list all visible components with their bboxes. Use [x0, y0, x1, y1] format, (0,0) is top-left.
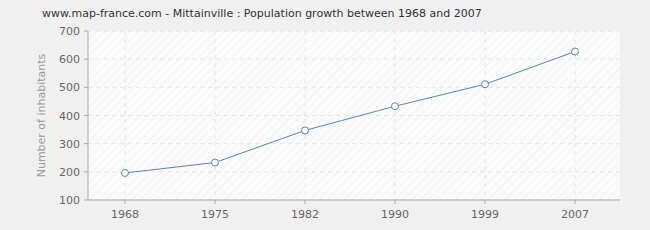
x-tick-label: 1999	[471, 208, 499, 221]
tick	[84, 87, 88, 88]
grid-line	[88, 171, 620, 172]
x-tick-label: 2007	[561, 208, 589, 221]
tick	[84, 200, 88, 201]
marker	[482, 81, 489, 88]
line	[125, 52, 575, 173]
tick	[84, 143, 88, 144]
plot-area	[88, 31, 620, 200]
tick	[84, 31, 88, 32]
y-tick-label: 100	[59, 194, 80, 207]
tick	[485, 200, 486, 204]
tick	[84, 171, 88, 172]
marker	[122, 169, 129, 176]
tick	[395, 200, 396, 204]
chart: www.map-france.com - Mittainville : Popu…	[0, 0, 650, 230]
y-tick-label: 700	[59, 25, 80, 38]
grid-line	[88, 115, 620, 116]
tick	[215, 200, 216, 204]
series	[122, 48, 579, 176]
title: www.map-france.com - Mittainville : Popu…	[42, 7, 482, 20]
y-tick-label: 600	[59, 53, 80, 66]
grid-line	[305, 31, 306, 200]
tick	[305, 200, 306, 204]
grid-line	[88, 31, 620, 32]
marker	[302, 127, 309, 134]
tick	[84, 115, 88, 116]
y-tick-label: 400	[59, 110, 80, 123]
y-tick-label: 300	[59, 138, 80, 151]
grid-line	[88, 59, 620, 60]
grid-line	[215, 31, 216, 200]
background	[0, 0, 650, 230]
x-axis	[88, 200, 620, 201]
grid-line	[395, 31, 396, 200]
y-tick-label: 200	[59, 166, 80, 179]
grid-line	[88, 87, 620, 88]
marker	[572, 48, 579, 55]
grid-line	[575, 31, 576, 200]
grid-line	[88, 200, 620, 201]
tick	[84, 59, 88, 60]
tick	[125, 200, 126, 204]
grid-line	[485, 31, 486, 200]
x-tick-label: 1982	[291, 208, 319, 221]
grid-line	[88, 143, 620, 144]
x-tick-label: 1975	[201, 208, 229, 221]
y-axis-label: Number of inhabitants	[35, 53, 48, 177]
tick	[575, 200, 576, 204]
x-tick-label: 1968	[111, 208, 139, 221]
x-tick-label: 1990	[381, 208, 409, 221]
y-tick-label: 500	[59, 81, 80, 94]
y-axis	[88, 31, 89, 200]
marker	[212, 159, 219, 166]
marker	[392, 103, 399, 110]
